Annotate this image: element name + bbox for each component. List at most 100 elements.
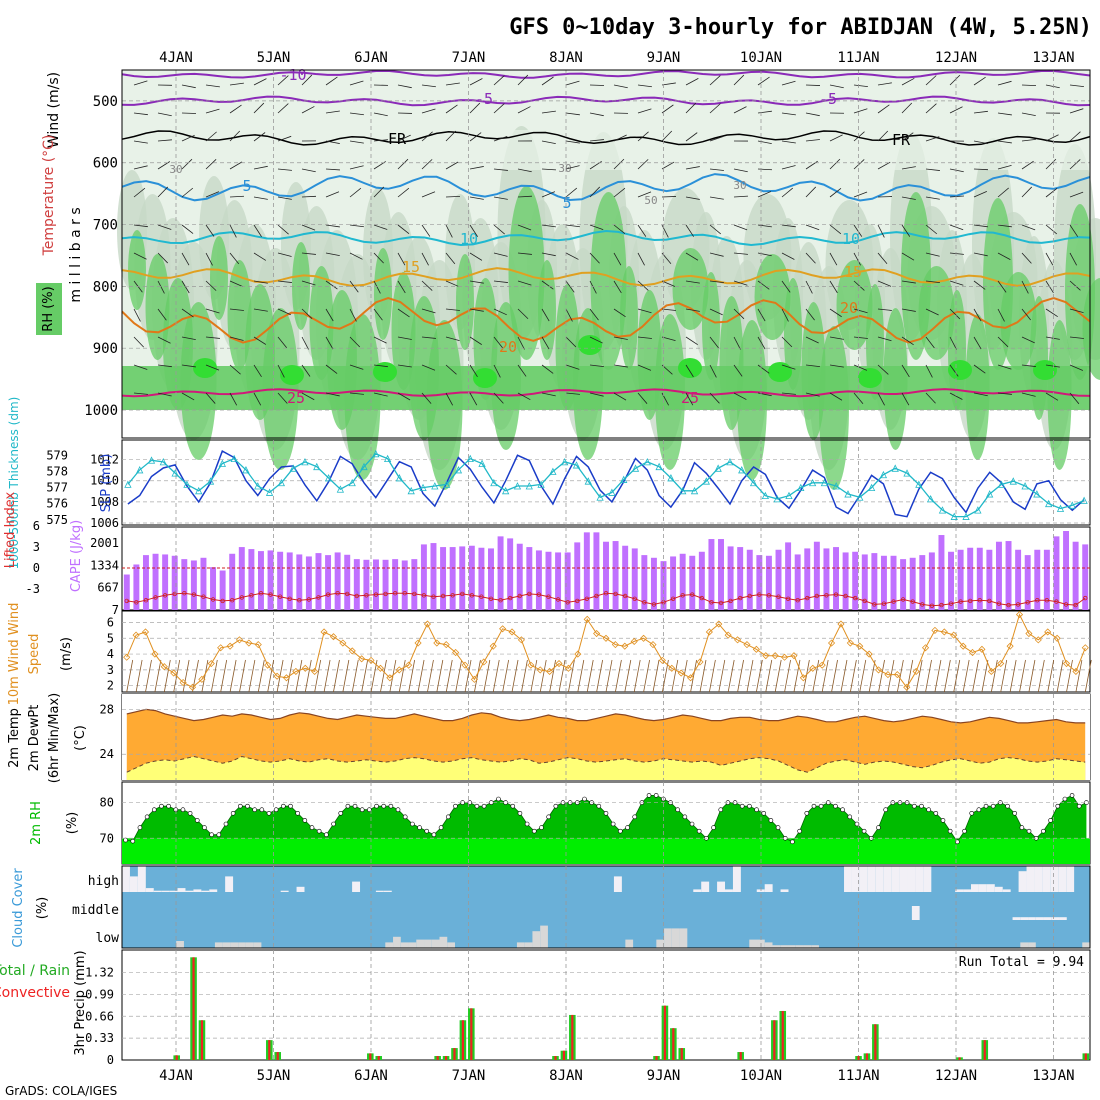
wind-barb bbox=[613, 308, 626, 318]
isotherm-label: 20 bbox=[499, 338, 517, 356]
wind-barb bbox=[757, 252, 772, 257]
cloud-bar-high bbox=[137, 866, 146, 892]
wind-barb bbox=[973, 110, 988, 114]
wind-barb bbox=[853, 252, 861, 266]
isotherm-label: 10 bbox=[842, 230, 860, 248]
wind-barb bbox=[637, 131, 649, 142]
wind-barb bbox=[709, 75, 721, 86]
rh2m-marker bbox=[381, 803, 387, 809]
wind-barb bbox=[421, 108, 436, 114]
wind-barb bbox=[949, 364, 959, 377]
wind-barb bbox=[325, 392, 340, 397]
rh2m-marker bbox=[539, 825, 544, 830]
wind10-marker bbox=[658, 656, 666, 664]
rh-blob-green bbox=[672, 248, 709, 330]
thickness-marker bbox=[442, 480, 451, 488]
rh2m-marker bbox=[675, 807, 681, 813]
wind-barb bbox=[181, 308, 194, 318]
cloud-bar-middle bbox=[1020, 917, 1029, 920]
wind10-barb bbox=[210, 659, 218, 693]
wind10-line bbox=[126, 613, 1086, 689]
wind10-barb bbox=[135, 659, 143, 693]
cloud-bar-low bbox=[764, 942, 773, 948]
wind-barb bbox=[229, 224, 237, 238]
li-tick: 0 bbox=[33, 561, 40, 575]
wind-barb bbox=[181, 392, 195, 401]
cloud-bar-high bbox=[915, 866, 924, 892]
wind10-barb bbox=[267, 659, 275, 693]
rh2m-marker bbox=[496, 796, 501, 802]
wind10-barb bbox=[680, 659, 688, 693]
rh2m-marker bbox=[316, 828, 322, 834]
wind-barb bbox=[349, 140, 364, 144]
wind-barb bbox=[781, 140, 796, 144]
thickness-marker bbox=[549, 467, 557, 475]
wind-barb bbox=[685, 308, 700, 312]
wind-barb bbox=[805, 186, 817, 198]
wind-barb bbox=[805, 280, 813, 294]
wind-barb bbox=[205, 131, 217, 142]
rh2m-marker bbox=[718, 807, 724, 813]
wind-barb bbox=[877, 364, 889, 375]
cape-bar bbox=[142, 555, 149, 610]
precip-tick: 0.33 bbox=[85, 1031, 114, 1045]
slp-tick: 1008 bbox=[90, 495, 119, 509]
cloud-bar-low bbox=[540, 925, 548, 948]
wind-barb bbox=[325, 280, 338, 290]
wind-barb bbox=[325, 168, 340, 171]
temp-tick: 28 bbox=[100, 702, 114, 716]
wind10-barb bbox=[831, 659, 838, 693]
wind-barb bbox=[685, 132, 698, 142]
li-marker bbox=[249, 593, 254, 598]
cloud-bar-high bbox=[883, 866, 892, 892]
thickness-marker bbox=[655, 462, 663, 471]
top-date-tick: 13JAN bbox=[1032, 50, 1074, 66]
cape-bar bbox=[555, 552, 562, 610]
cloud-bar-high bbox=[1018, 871, 1027, 892]
wind10-barb bbox=[671, 659, 679, 693]
wind-barb bbox=[877, 392, 885, 406]
cape-bar bbox=[804, 548, 811, 610]
cloud-bar-low bbox=[811, 945, 819, 948]
thickness-marker bbox=[537, 480, 545, 488]
li-marker bbox=[536, 592, 542, 597]
cloud-bar-high bbox=[1026, 866, 1035, 892]
wind-barb bbox=[445, 195, 461, 198]
li-marker bbox=[843, 593, 848, 599]
li-marker bbox=[440, 593, 446, 599]
rh2m-marker bbox=[324, 832, 329, 838]
wind-barb bbox=[661, 82, 676, 86]
top-date-tick: 5JAN bbox=[257, 50, 291, 66]
wind10-barb bbox=[718, 659, 726, 693]
wind-barb bbox=[733, 336, 741, 350]
cloud-bar-high bbox=[613, 876, 622, 892]
cape-bar bbox=[650, 557, 657, 610]
wind10-marker bbox=[921, 644, 930, 652]
wind10-barb bbox=[962, 659, 970, 693]
wind10-barb bbox=[502, 659, 510, 693]
wind-barb bbox=[325, 76, 338, 86]
thickness-marker bbox=[407, 486, 415, 495]
wind-barb bbox=[877, 130, 889, 142]
li-marker bbox=[182, 591, 187, 596]
rh-blob-green bbox=[508, 186, 545, 360]
wind10-barb bbox=[774, 659, 782, 693]
wind10-marker bbox=[593, 629, 601, 638]
wind-barb bbox=[733, 252, 748, 255]
wind10-barb bbox=[427, 659, 434, 693]
wind-barb bbox=[373, 112, 388, 117]
wind-barb bbox=[469, 364, 478, 378]
wind10-marker bbox=[856, 642, 864, 650]
cloud-bar-low bbox=[516, 942, 525, 948]
li-marker bbox=[134, 600, 139, 605]
wind-barb bbox=[301, 308, 313, 319]
wind-barb bbox=[445, 104, 458, 114]
cloud-bar-low bbox=[532, 931, 541, 948]
thickness-marker bbox=[313, 462, 321, 471]
wind10-marker bbox=[771, 652, 779, 660]
rh2m-marker bbox=[847, 814, 853, 820]
wind-barb bbox=[421, 224, 431, 237]
wind-barb bbox=[829, 158, 841, 170]
isotherm-label: 15 bbox=[844, 263, 862, 281]
li-marker bbox=[1054, 599, 1059, 604]
